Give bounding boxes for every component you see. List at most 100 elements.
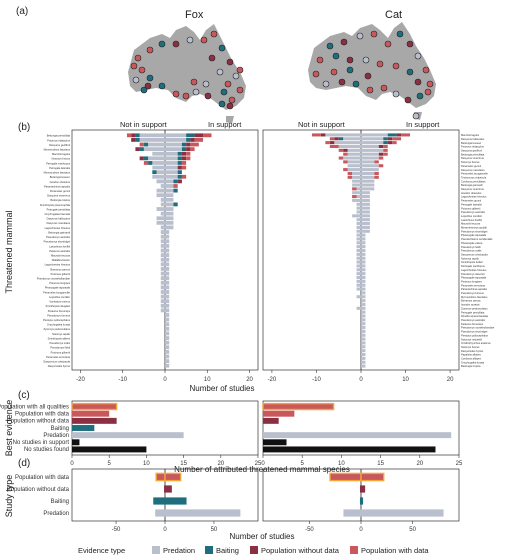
b_fox-bar-baiting-not xyxy=(135,133,140,138)
b_cat-bar-predation-in xyxy=(361,322,366,326)
c_cat-xtick-label: 0 xyxy=(261,461,265,467)
b_cat-bar-predation-in xyxy=(361,218,370,222)
c_fox-bar-predation xyxy=(72,432,184,439)
d_cat-xtick-label: 50 xyxy=(409,527,416,533)
b_fox-species-label: Pseudomys shortridgei xyxy=(44,240,71,244)
b_fox-bar-predation-in xyxy=(165,336,170,340)
b_fox-bar-predation-not xyxy=(156,170,165,175)
b_cat-bar-predation-not xyxy=(356,225,361,229)
b_cat-xtick-label: 20 xyxy=(447,377,454,383)
c_cat-bar-population-with-data xyxy=(263,410,295,417)
b_cat-bar-predation-not xyxy=(356,260,361,264)
b_cat-xtick-label: 10 xyxy=(402,377,409,383)
b_cat-bar-predation-in xyxy=(361,291,366,295)
c_fox-category-label: Baiting xyxy=(51,426,69,432)
c_cat-xtick-label: 5 xyxy=(301,461,305,467)
b_cat-bar-predation-in xyxy=(361,256,366,260)
b_cat-bar-predation-in xyxy=(361,144,379,149)
b_cat-species-label: Bettongia tropica xyxy=(461,364,481,368)
map-site-marker xyxy=(200,36,208,44)
b_cat-species-label: Potorous gilbertii xyxy=(461,206,481,210)
b_fox-bar-baiting-not xyxy=(152,170,157,175)
b_cat-species-label: Petaurus breviceps xyxy=(461,322,484,326)
b_cat-species-label: Notomys mitchellii xyxy=(461,337,482,341)
b_fox-bar-predation-not xyxy=(148,156,165,161)
map-site-marker xyxy=(220,88,228,96)
b_fox-species-label: Myrmecobius fasciatus xyxy=(44,171,71,175)
map-site-marker xyxy=(426,80,434,88)
b_cat-bar-predation-in xyxy=(361,191,370,195)
b_cat-bar-predation-not xyxy=(347,168,361,172)
map-site-marker xyxy=(380,84,388,92)
b_cat-bar-predation-in xyxy=(361,345,366,349)
panel-c-ylabel: Best evidence xyxy=(4,400,14,457)
b_fox-species-label: Potorous longipes xyxy=(49,281,70,285)
map-title-cat: Cat xyxy=(385,9,402,21)
b_fox-bar-baiting-not xyxy=(135,138,140,142)
map-site-marker xyxy=(190,78,198,86)
c_cat-bar-no-studies-in-support xyxy=(263,439,287,446)
b_fox-bar-predation-not xyxy=(160,285,165,290)
map-site-marker xyxy=(134,54,142,62)
b_cat-bar-population-without-data-in xyxy=(387,137,393,141)
b_fox-bar-predation-in xyxy=(165,280,170,285)
b_cat-species-label: Dasyurus geoffroii xyxy=(461,148,482,152)
b_fox-bar-baiting-in xyxy=(181,147,187,152)
b_cat-bar-predation-not xyxy=(352,214,361,218)
b_fox-species-label: Leporillus conditor xyxy=(49,295,70,299)
b_cat-bar-predation-not xyxy=(356,245,361,249)
b_fox-species-label: Lagorchestes hirsutus xyxy=(45,226,71,230)
b_cat-bar-predation-in xyxy=(361,245,366,249)
b_fox-bar-predation-not xyxy=(160,280,165,285)
d_fox-category-label: Predation xyxy=(43,511,69,517)
c_fox-category-label: Predation xyxy=(43,433,69,439)
d_fox-bar-population-with-data-not xyxy=(155,472,166,482)
map-site-marker xyxy=(158,40,166,48)
b_fox-bar-predation-not xyxy=(156,220,165,225)
b_cat-bar-predation-not xyxy=(347,164,361,168)
b_fox-bar-predation-in xyxy=(165,285,170,290)
b_cat-bar-predation-in xyxy=(361,341,366,345)
map-site-marker xyxy=(376,60,384,68)
b_cat-bar-predation-not xyxy=(352,198,361,202)
b_fox-bar-predation-not xyxy=(160,248,165,253)
d_cat-bar-predation-in xyxy=(361,509,444,517)
b_cat-bar-predation-in xyxy=(361,148,384,152)
b_cat-bar-predation-in xyxy=(361,156,379,160)
b_cat-species-label: Pseudomys shortridgei xyxy=(461,330,488,334)
b_cat-bar-population-with-data-in xyxy=(383,152,388,156)
legend-label-population-without-data: Population without data xyxy=(261,546,340,555)
b_cat-bar-predation-in xyxy=(361,283,366,287)
b_fox-species-label: Dasyurus hallucatus xyxy=(47,217,71,221)
b_cat-bar-predation-in xyxy=(361,260,366,264)
b_fox-bar-predation-in xyxy=(165,294,170,299)
b_fox-bar-predation-not xyxy=(160,184,165,188)
b_cat-bar-predation-in xyxy=(361,229,370,233)
b_fox-species-label: Pteropus poliocephalus xyxy=(43,318,71,322)
b_cat-bar-predation-in xyxy=(361,248,366,253)
b_cat-bar-predation-in xyxy=(361,160,375,164)
map-site-marker xyxy=(138,66,146,74)
b_cat-bar-predation-in xyxy=(361,183,375,187)
legend-label-predation: Predation xyxy=(163,546,195,555)
b_cat-species-label: Phascogale calura xyxy=(461,241,483,245)
b_fox-bar-predation-in xyxy=(165,170,178,175)
b_cat-species-label: Petrogale penicillata xyxy=(461,310,485,314)
b_fox-bar-predation-in xyxy=(165,193,174,198)
b_cat-bar-predation-not xyxy=(356,268,361,272)
b_fox-bar-predation-in xyxy=(165,253,170,258)
map-site-marker xyxy=(414,78,422,86)
b_cat-bar-predation-not xyxy=(356,306,361,310)
b_cat-species-label: Notomys fuscus xyxy=(461,345,480,349)
b_cat-bar-predation-in xyxy=(361,179,375,183)
b_cat-species-label: Dasyurus viverrinus xyxy=(461,156,484,160)
map-site-marker xyxy=(414,52,422,60)
b_cat-xtick-label: 0 xyxy=(359,377,363,383)
b_fox-bar-population-without-data-not xyxy=(131,138,136,142)
b_cat-bar-population-without-data-not xyxy=(334,137,339,141)
b_fox-bar-predation-not xyxy=(160,230,165,234)
b_cat-bar-population-without-data-in xyxy=(378,152,384,156)
b_fox-bar-predation-not xyxy=(152,174,165,179)
b_cat-bar-predation-in xyxy=(361,337,366,341)
